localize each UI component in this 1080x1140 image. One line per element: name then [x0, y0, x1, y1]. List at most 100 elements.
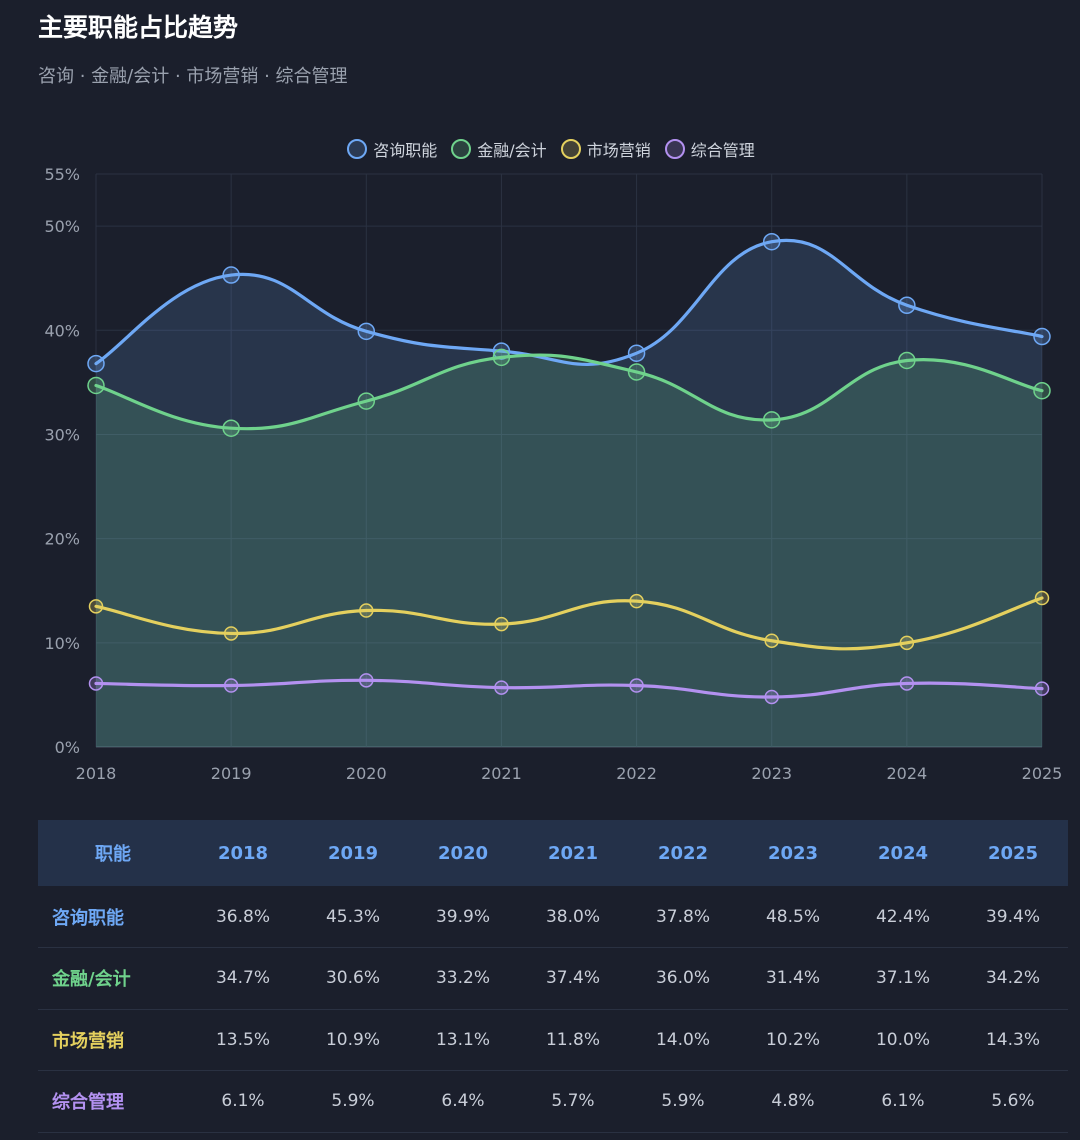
- data-point-consulting: [762, 232, 781, 251]
- table-cell: 39.9%: [435, 906, 490, 927]
- page-title: 主要职能占比趋势: [38, 13, 239, 42]
- table-header-year: 2020: [437, 842, 489, 864]
- data-point-management: [1034, 681, 1050, 696]
- table-header-row: 职能 2018 2019 2020 2021 2022 2023 2024 20…: [38, 820, 1068, 886]
- legend-swatch-consulting: [347, 139, 368, 159]
- data-point-consulting: [492, 342, 511, 360]
- x-tick-label: 2022: [616, 764, 657, 783]
- row-label-marketing: 市场营销: [52, 1030, 124, 1052]
- table-cell: 34.7%: [215, 968, 270, 989]
- data-point-marketing: [629, 593, 644, 609]
- table-cell: 6.4%: [441, 1091, 485, 1112]
- table-row: 市场营销 13.5% 10.9% 13.1% 11.8% 14.0% 10.2%…: [38, 1009, 1068, 1071]
- data-point-marketing: [494, 616, 509, 632]
- y-tick-label: 20%: [44, 530, 80, 549]
- table-cell: 5.7%: [551, 1091, 595, 1112]
- y-tick-label: 0%: [55, 738, 80, 757]
- table-cell: 39.4%: [985, 906, 1040, 927]
- page-subtitle: 咨询 · 金融/会计 · 市场营销 · 综合管理: [38, 66, 348, 87]
- table-cell: 37.8%: [655, 906, 710, 927]
- legend-item-consulting[interactable]: 咨询职能: [347, 137, 437, 161]
- data-point-management: [88, 676, 104, 691]
- legend-item-finance[interactable]: 金融/会计: [451, 137, 547, 161]
- data-point-consulting: [627, 344, 646, 362]
- table-header-year: 2022: [657, 842, 709, 864]
- table-row: 咨询职能 36.8% 45.3% 39.9% 38.0% 37.8% 48.5%…: [38, 886, 1068, 948]
- table-cell: 13.1%: [435, 1029, 490, 1050]
- data-point-marketing: [223, 626, 239, 641]
- legend-label: 市场营销: [586, 141, 651, 160]
- data-point-finance: [222, 419, 240, 437]
- table-header-year: 2024: [877, 842, 929, 864]
- data-table: 职能 2018 2019 2020 2021 2022 2023 2024 20…: [38, 820, 1068, 1133]
- row-label-management: 综合管理: [52, 1092, 124, 1114]
- data-point-consulting: [222, 266, 240, 284]
- y-tick-label: 50%: [44, 217, 80, 236]
- x-tick-label: 2025: [1022, 764, 1063, 783]
- table-header-label: 职能: [95, 844, 131, 865]
- data-point-finance: [357, 392, 376, 410]
- data-point-marketing: [1034, 590, 1050, 606]
- x-tick-label: 2024: [886, 764, 927, 783]
- data-point-consulting: [87, 354, 105, 373]
- data-point-finance: [762, 411, 781, 429]
- table-cell: 42.4%: [875, 906, 930, 927]
- data-point-finance: [1033, 381, 1051, 400]
- table-header-year: 2021: [547, 842, 599, 864]
- data-point-consulting: [1033, 327, 1051, 346]
- table-header-year: 2025: [987, 842, 1039, 864]
- table-cell: 14.3%: [985, 1029, 1040, 1050]
- data-point-finance: [492, 348, 511, 367]
- table-row: 综合管理 6.1% 5.9% 6.4% 5.7% 5.9% 4.8% 6.1% …: [38, 1071, 1068, 1132]
- area-consulting: [96, 240, 1042, 747]
- series-line-finance: [94, 353, 1044, 431]
- x-tick-label: 2020: [346, 764, 387, 783]
- legend-label: 综合管理: [690, 141, 755, 160]
- table-cell: 31.4%: [765, 968, 820, 989]
- table-cell: 36.8%: [215, 906, 270, 927]
- data-point-consulting: [898, 296, 916, 315]
- data-point-management: [764, 689, 779, 705]
- data-point-marketing: [764, 633, 779, 648]
- x-tick-label: 2021: [481, 764, 522, 783]
- legend-swatch-management: [664, 139, 685, 159]
- row-label-consulting: 咨询职能: [52, 907, 124, 929]
- legend-item-marketing[interactable]: 市场营销: [560, 137, 651, 161]
- data-point-marketing: [88, 599, 104, 614]
- table-cell: 10.0%: [875, 1029, 930, 1050]
- table-cell: 6.1%: [881, 1091, 925, 1112]
- table-cell: 38.0%: [545, 906, 600, 927]
- legend-item-management[interactable]: 综合管理: [664, 137, 755, 161]
- x-tick-label: 2019: [211, 764, 252, 783]
- chart-legend: 咨询职能 金融/会计 市场营销 综合管理: [0, 137, 1080, 161]
- data-point-marketing: [359, 603, 374, 618]
- series-line-consulting: [94, 238, 1044, 366]
- table-cell: 36.0%: [655, 968, 710, 989]
- data-point-management: [629, 678, 644, 693]
- y-tick-label: 30%: [44, 425, 80, 444]
- y-tick-label: 40%: [44, 321, 80, 340]
- data-point-consulting: [357, 322, 376, 341]
- table-cell: 6.1%: [221, 1091, 265, 1112]
- table-header-year: 2018: [217, 842, 269, 864]
- legend-label: 金融/会计: [477, 141, 547, 160]
- legend-swatch-marketing: [560, 139, 581, 159]
- data-point-management: [494, 680, 509, 695]
- table-cell: 5.6%: [991, 1091, 1035, 1112]
- table-cell: 37.4%: [545, 968, 600, 989]
- table-cell: 10.9%: [325, 1029, 380, 1050]
- table-cell: 5.9%: [331, 1091, 375, 1112]
- legend-label: 咨询职能: [373, 141, 438, 160]
- data-point-marketing: [899, 635, 915, 651]
- area-finance: [96, 354, 1042, 747]
- legend-swatch-finance: [451, 139, 472, 159]
- table-cell: 48.5%: [765, 906, 820, 927]
- table-row: 金融/会计 34.7% 30.6% 33.2% 37.4% 36.0% 31.4…: [38, 948, 1068, 1009]
- series-line-management: [94, 678, 1044, 699]
- table-cell: 10.2%: [765, 1029, 820, 1050]
- table-cell: 37.1%: [875, 968, 930, 989]
- series-line-marketing: [94, 596, 1044, 651]
- table-cell: 30.6%: [325, 968, 380, 989]
- table-cell: 33.2%: [435, 968, 490, 989]
- table-header-year: 2023: [767, 842, 819, 864]
